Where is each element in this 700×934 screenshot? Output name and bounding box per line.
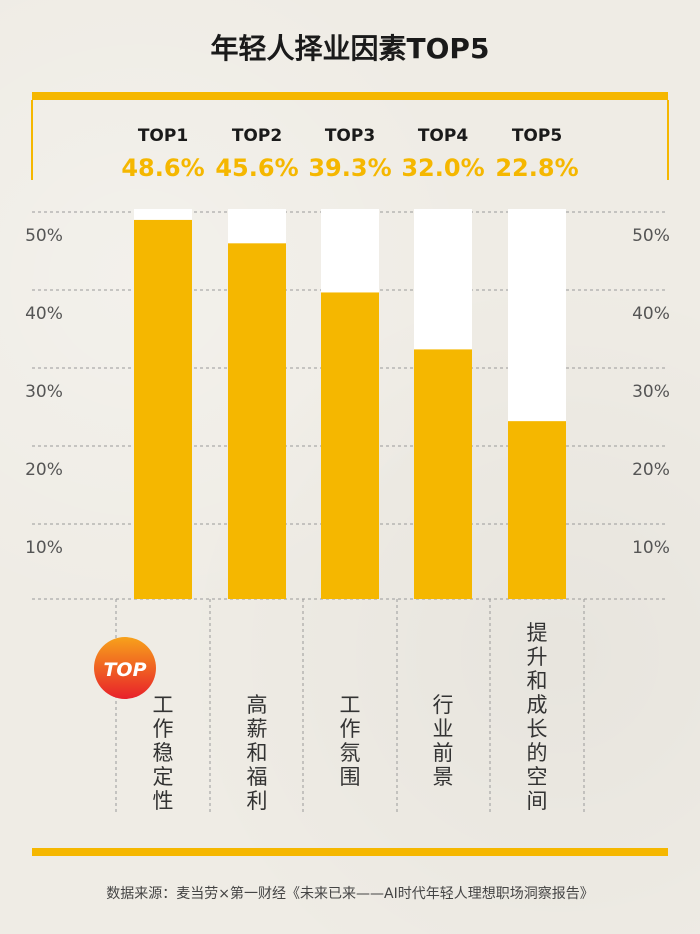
rank-label: TOP5 <box>512 126 562 146</box>
source-note: 数据来源：麦当劳×第一财经《未来已来——AI时代年轻人理想职场洞察报告》 <box>106 885 593 902</box>
bars <box>134 219 566 600</box>
rank-label: TOP3 <box>325 126 375 146</box>
top-badge: TOP <box>94 637 156 699</box>
bar <box>414 349 472 599</box>
rank-label: TOP4 <box>418 126 469 146</box>
category-char: 福 <box>247 765 268 789</box>
y-tick-label-left: 50% <box>25 226 63 246</box>
separator-lines <box>115 599 585 815</box>
value-label: 32.0% <box>401 154 484 182</box>
category-char: 围 <box>340 765 361 789</box>
category-char: 利 <box>247 789 268 813</box>
rank-headers: TOP1 48.6% TOP2 45.6% TOP3 39.3% TOP4 32.0% TOP5… <box>121 126 578 182</box>
category-char: 提 <box>527 621 548 645</box>
value-label: 22.8% <box>495 154 578 182</box>
category-char: 稳 <box>153 741 174 765</box>
category-char: 升 <box>527 645 548 669</box>
bottom-rule <box>32 848 668 856</box>
category-char: 工 <box>340 693 361 717</box>
y-tick-label-right: 40% <box>632 304 670 324</box>
chart-title: 年轻人择业因素TOP5 <box>211 32 490 65</box>
value-label: 45.6% <box>215 154 298 182</box>
bar <box>134 219 192 600</box>
value-label: 48.6% <box>121 154 204 182</box>
y-tick-label-right: 20% <box>632 460 670 480</box>
rank-label: TOP1 <box>138 126 188 146</box>
category-char: 前 <box>433 741 454 765</box>
category-char: 和 <box>527 669 548 693</box>
category-char: 作 <box>340 717 361 741</box>
category-char: 定 <box>153 765 174 789</box>
rank-label: TOP2 <box>232 126 282 146</box>
y-axis-ticks: 10% 10% 20% 20% 30% 30% 40% 40% 50% 50% <box>25 226 670 558</box>
category-char: 间 <box>527 789 548 813</box>
category-char: 高 <box>247 693 268 717</box>
category-char: 行 <box>433 693 454 717</box>
bar <box>508 421 566 599</box>
category-char: 薪 <box>247 717 268 741</box>
y-tick-label-right: 50% <box>632 226 670 246</box>
category-char: 的 <box>527 741 548 765</box>
y-tick-label-left: 40% <box>25 304 63 324</box>
y-tick-label-right: 30% <box>632 382 670 402</box>
category-char: 和 <box>247 741 268 765</box>
top-rule <box>32 92 668 100</box>
bar <box>321 292 379 599</box>
category-char: 业 <box>433 717 454 741</box>
category-char: 成 <box>527 693 548 717</box>
top-badge-label: TOP <box>103 659 146 681</box>
y-tick-label-left: 10% <box>25 538 63 558</box>
value-label: 39.3% <box>308 154 391 182</box>
category-char: 性 <box>153 789 174 813</box>
y-tick-label-right: 10% <box>632 538 670 558</box>
category-char: 景 <box>433 765 454 789</box>
y-tick-label-left: 20% <box>25 460 63 480</box>
category-char: 作 <box>153 717 174 741</box>
category-char: 空 <box>527 765 548 789</box>
bar <box>228 243 286 599</box>
category-char: 氛 <box>340 741 361 765</box>
y-tick-label-left: 30% <box>25 382 63 402</box>
category-char: 长 <box>527 717 548 741</box>
category-char: 工 <box>153 693 174 717</box>
